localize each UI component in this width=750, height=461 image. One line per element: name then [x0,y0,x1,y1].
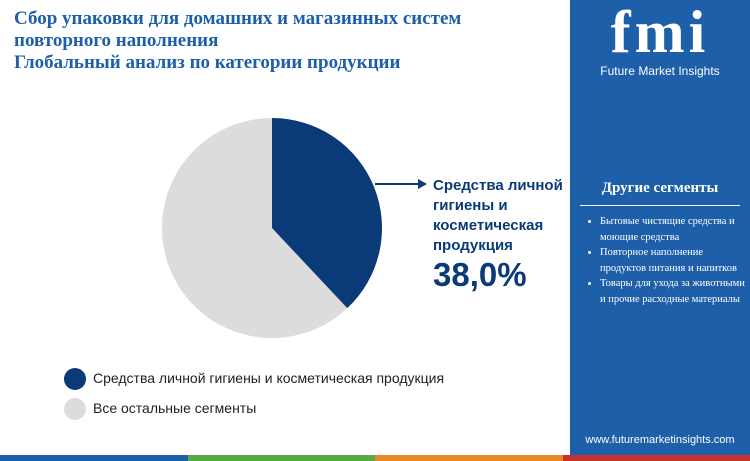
website: www.futuremarketinsights.com [585,434,735,446]
legend-label: Средства личной гигиены и косметическая … [93,370,445,386]
value-label: 38,0% [433,256,527,293]
footer-stripe [0,455,750,461]
segment-item: Повторное наполнение продуктов питания и… [600,245,750,276]
pie-slice [161,118,348,338]
chart-title: Сбор упаковки для домашних и магазинных … [14,8,462,51]
brand-name: Future Market Insights [600,64,720,78]
callout-label: Средства личной гигиены и косметическая … [433,177,563,254]
legend-label: Все остальные сегменты [93,400,257,416]
sidebar-heading: Другие сегменты [601,180,719,196]
legend-marker [64,368,86,390]
brand-logo: fmi [610,0,710,65]
legend-marker [64,398,86,420]
segment-item: Товары для ухода за животными и прочие р… [600,276,750,307]
pie-slice [272,118,382,309]
chart-subtitle: Глобальный анализ по категории продукции [14,52,401,73]
segment-item: Бытовые чистящие средства и моющие средс… [600,214,750,245]
divider [580,205,740,206]
title-block: Сбор упаковки для домашних и магазинных … [14,8,534,74]
segment-list: Бытовые чистящие средства и моющие средс… [584,214,750,307]
callout-arrow [418,179,427,189]
sidebar: fmi Future Market Insights Другие сегмен… [570,0,750,455]
chart [64,118,427,420]
